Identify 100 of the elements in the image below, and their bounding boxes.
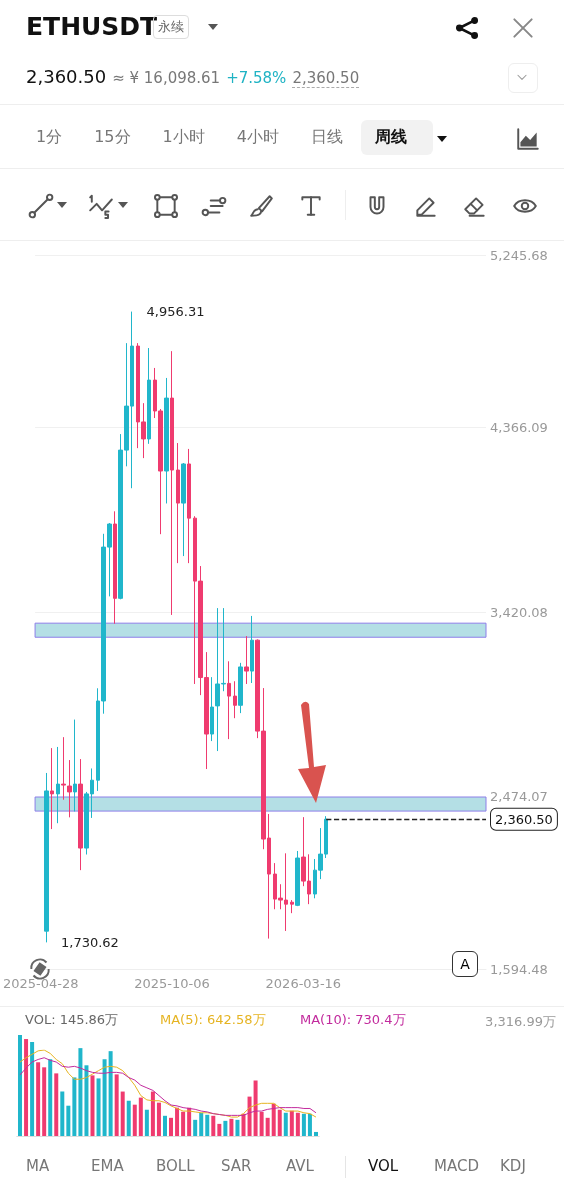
bar: [217, 1123, 222, 1136]
bar: [229, 1118, 234, 1136]
bar: [295, 1112, 300, 1136]
y-tick-label: 5,245.68: [490, 247, 548, 263]
ref-line-label: 2,360.50: [495, 811, 553, 827]
bar: [169, 1117, 174, 1136]
candlestick: [170, 350, 174, 616]
x-tick-label: 2025-04-28: [2, 976, 79, 991]
bar: [36, 1062, 41, 1136]
candlestick: [176, 442, 180, 564]
text: VOL: [368, 1157, 399, 1175]
candlestick: [56, 746, 60, 824]
candlestick: [147, 347, 151, 445]
x-tick-label: 2025-10-06: [134, 976, 210, 991]
bar: [277, 1109, 282, 1136]
candlestick: [250, 615, 254, 684]
bar: [205, 1114, 210, 1136]
x-tick-label: 2026-03-16: [265, 976, 342, 991]
bar: [84, 1065, 89, 1136]
bar: [259, 1111, 264, 1136]
text: 1分: [35, 126, 64, 148]
bar: [181, 1111, 186, 1136]
bar: [30, 1042, 35, 1136]
annotation: 1,730.62: [60, 934, 119, 950]
bar: [78, 1048, 83, 1136]
candlestick: [164, 377, 169, 504]
text: 永续: [158, 19, 184, 34]
candlestick: [50, 747, 54, 830]
bar: [24, 1039, 29, 1136]
text: 2,360.50: [292, 69, 360, 88]
bar: [156, 1102, 161, 1136]
bar: [199, 1112, 204, 1136]
candlestick: [238, 662, 243, 714]
bar: [96, 1078, 101, 1136]
bar: [42, 1067, 47, 1136]
bar: [132, 1104, 137, 1136]
bar: [175, 1107, 180, 1136]
candlestick: [113, 510, 117, 625]
candlestick: [73, 719, 77, 812]
y-tick-label: 2,474.07: [490, 789, 548, 805]
annotation: 4,956.31: [146, 304, 205, 320]
text: 15分: [93, 126, 132, 148]
text: MACD: [434, 1157, 479, 1175]
text: ETHUSDT: [26, 12, 158, 41]
text: 3,316.99万: [485, 1013, 556, 1031]
text: 日线: [309, 126, 344, 148]
bar: [102, 1059, 107, 1136]
text: MA(10): 730.4万: [300, 1011, 406, 1029]
text: MA: [26, 1157, 50, 1175]
bar: [283, 1112, 288, 1136]
text: 4小时: [235, 126, 280, 148]
candlestick: [295, 850, 300, 907]
bar: [18, 1035, 23, 1136]
text: VOL: 145.86万: [25, 1011, 119, 1029]
bar: [253, 1080, 258, 1136]
bar: [54, 1073, 59, 1136]
text: ≈ ¥ 16,098.61: [112, 69, 221, 87]
bar: [120, 1091, 125, 1136]
candlestick: [78, 758, 83, 871]
bar: [211, 1115, 216, 1136]
bar: [223, 1120, 228, 1136]
bar: [60, 1091, 65, 1136]
bar: [108, 1051, 113, 1136]
text: 周线: [360, 120, 433, 155]
candlestick: [233, 680, 237, 719]
text: KDJ: [500, 1157, 526, 1175]
candlestick: [44, 772, 49, 943]
text: +7.58%: [226, 69, 287, 87]
bar: [48, 1059, 53, 1136]
bar: [313, 1131, 318, 1136]
bar: [162, 1115, 167, 1136]
text: EMA: [91, 1157, 124, 1175]
y-tick-label: 1,594.48: [490, 961, 548, 977]
bar: [90, 1075, 95, 1136]
bar: [150, 1091, 155, 1136]
annotation: A: [452, 951, 478, 977]
candlestick: [181, 462, 186, 557]
bar: [144, 1109, 149, 1136]
bar: [289, 1110, 294, 1136]
candlestick: [187, 448, 191, 564]
bar: [247, 1096, 252, 1136]
text: AVL: [286, 1157, 314, 1175]
bar: [301, 1113, 306, 1136]
bar: [241, 1113, 246, 1136]
bar: [307, 1113, 312, 1136]
bar: [271, 1103, 276, 1136]
bar: [114, 1074, 119, 1136]
text: SAR: [221, 1157, 252, 1175]
text: 2,360.50: [26, 66, 107, 87]
bar: [265, 1117, 270, 1136]
text: BOLL: [156, 1157, 195, 1175]
candlestick: [290, 899, 294, 914]
text: MA(5): 642.58万: [160, 1011, 266, 1029]
candlestick: [227, 660, 231, 740]
bar: [66, 1105, 71, 1136]
bar: [72, 1077, 77, 1136]
bar: [138, 1097, 143, 1136]
candlestick: [244, 635, 249, 685]
y-tick-label: 3,420.08: [490, 604, 548, 620]
text: 1小时: [161, 126, 206, 148]
